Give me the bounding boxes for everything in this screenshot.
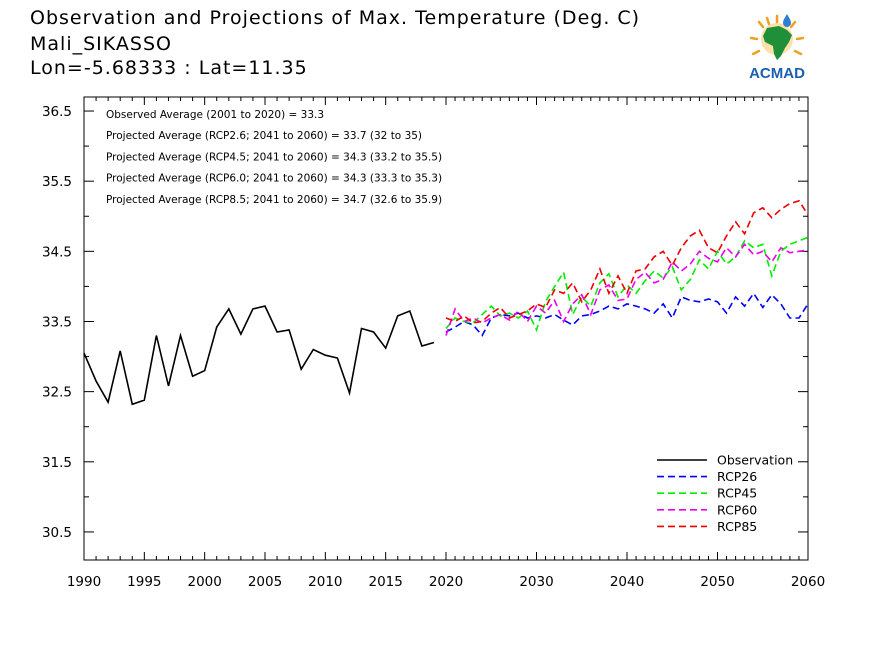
y-tick-label: 32.5 bbox=[42, 385, 72, 401]
x-tick-label: 2015 bbox=[368, 574, 402, 590]
series-observation-line bbox=[83, 305, 435, 406]
y-tick-label: 35.5 bbox=[42, 174, 72, 190]
annotation-line: Projected Average (RCP2.6; 2041 to 2060)… bbox=[106, 130, 422, 142]
x-tick-label: 1990 bbox=[67, 574, 101, 590]
series-rcp85-line bbox=[445, 199, 809, 324]
x-tick-label: 2030 bbox=[519, 574, 553, 590]
y-tick-label: 34.5 bbox=[42, 244, 72, 260]
x-tick-label: 2000 bbox=[187, 574, 221, 590]
x-tick-label: 2010 bbox=[308, 574, 342, 590]
series-rcp45-line bbox=[445, 236, 809, 333]
legend-label: RCP26 bbox=[717, 469, 757, 484]
y-tick-label: 30.5 bbox=[42, 525, 72, 541]
coordinates-label: Lon=-5.68333 : Lat=11.35 bbox=[30, 57, 308, 79]
x-tick-label: 2060 bbox=[791, 574, 825, 590]
annotation-block: Observed Average (2001 to 2020) = 33.3 Pr… bbox=[106, 109, 442, 206]
y-tick-label: 31.5 bbox=[42, 455, 72, 471]
legend-label: RCP85 bbox=[717, 519, 757, 534]
africa-map-sun-icon: ACMAD bbox=[749, 14, 805, 82]
annotation-line: Projected Average (RCP8.5; 2041 to 2060)… bbox=[106, 194, 442, 206]
series-lines bbox=[83, 199, 809, 406]
y-tick-labels: 30.5 31.5 32.5 33.5 34.5 35.5 36.5 bbox=[42, 104, 72, 541]
acmad-logo: ACMAD bbox=[737, 8, 817, 84]
x-tick-label: 2020 bbox=[429, 574, 463, 590]
chart-title: Observation and Projections of Max. Temp… bbox=[30, 7, 641, 29]
x-tick-label: 2050 bbox=[700, 574, 734, 590]
x-tick-labels: 1990 1995 2000 2005 2010 2015 2020 2030 2040 2050… bbox=[67, 574, 825, 590]
y-tick-label: 33.5 bbox=[42, 314, 72, 330]
legend-label: RCP60 bbox=[717, 502, 757, 517]
legend-label: RCP45 bbox=[717, 486, 757, 501]
x-tick-label: 1995 bbox=[127, 574, 161, 590]
legend-label: Observation bbox=[717, 453, 793, 468]
annotation-line: Projected Average (RCP6.0; 2041 to 2060)… bbox=[106, 173, 442, 185]
series-rcp26-line bbox=[445, 291, 809, 337]
x-tick-label: 2005 bbox=[248, 574, 282, 590]
axis-ticks bbox=[83, 97, 809, 560]
y-tick-label: 36.5 bbox=[42, 104, 72, 120]
annotation-line: Projected Average (RCP4.5; 2041 to 2060)… bbox=[106, 151, 442, 163]
annotation-line: Observed Average (2001 to 2020) = 33.3 bbox=[106, 109, 324, 121]
series-rcp60-line bbox=[445, 243, 809, 336]
logo-text: ACMAD bbox=[749, 65, 805, 82]
x-tick-label: 2040 bbox=[610, 574, 644, 590]
location-label: Mali_SIKASSO bbox=[30, 33, 172, 55]
